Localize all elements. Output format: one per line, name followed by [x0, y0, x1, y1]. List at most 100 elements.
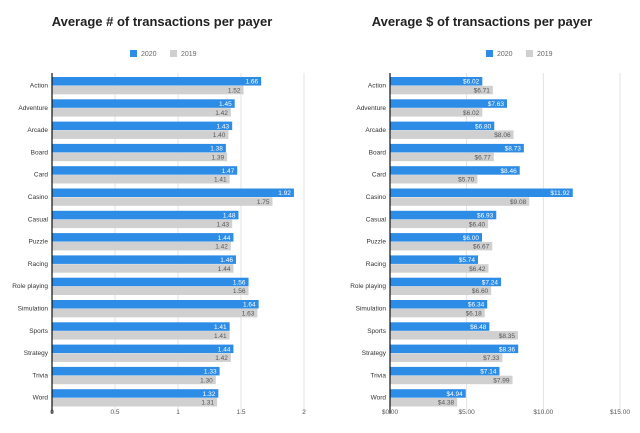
category-label: Puzzle: [366, 239, 386, 246]
data-label-2020: $6.00: [463, 235, 480, 242]
data-label-2020: 1.44: [218, 235, 231, 242]
category-row: Action 1.66 1.52: [30, 77, 262, 95]
category-label: Simulation: [356, 306, 387, 313]
data-label-2019: 1.39: [211, 154, 224, 161]
data-label-2020: 1.44: [218, 346, 231, 353]
data-label-2020: $7.63: [488, 101, 505, 108]
bar-2019: [52, 398, 218, 407]
data-label-2020: $6.93: [477, 213, 494, 220]
category-label: Casual: [366, 216, 387, 223]
bar-2020: [390, 166, 520, 175]
data-label-2020: $8.73: [505, 146, 522, 153]
data-label-2020: $11.92: [550, 190, 570, 197]
bar-2020: [52, 233, 234, 242]
data-label-2019: 1.42: [215, 110, 228, 117]
bar-2019: [390, 175, 478, 184]
category-label: Arcade: [27, 127, 48, 134]
data-label-2019: $6.71: [474, 88, 491, 95]
data-label-2019: 1.30: [200, 377, 213, 384]
category-row: Simulation 1.64 1.63: [18, 300, 259, 318]
category-row: Adventure $7.63 $6.02: [356, 99, 507, 117]
bar-2019: [390, 331, 519, 340]
data-label-2019: 1.41: [214, 177, 227, 184]
bar-2020: [52, 322, 230, 331]
data-label-2020: 1.64: [243, 302, 256, 309]
x-tick-label: 0.5: [110, 409, 119, 416]
bar-2020: [390, 121, 495, 131]
bar-2019: [52, 375, 216, 385]
category-row: Puzzle 1.44 1.42: [28, 233, 234, 251]
bar-2019: [390, 108, 483, 117]
bar-2019: [52, 353, 231, 362]
category-row: Card $8.46 $5.70: [372, 166, 520, 184]
data-label-2020: 1.92: [278, 190, 291, 197]
bar-2020: [52, 344, 234, 354]
bar-2019: [52, 197, 273, 206]
bar-2020: [52, 366, 220, 376]
data-label-2019: 1.42: [215, 355, 228, 362]
bar-2020: [390, 210, 497, 220]
bar-2020: [390, 143, 524, 153]
data-label-2020: 1.43: [217, 123, 230, 130]
legend-swatch-2019: [526, 50, 533, 57]
data-label-2020: 1.33: [204, 369, 217, 376]
x-tick-label: 2: [302, 409, 306, 416]
data-label-2019: $6.60: [472, 288, 489, 295]
category-row: Word $4.94 $4.38: [371, 389, 466, 407]
category-row: Simulation $6.34 $6.18: [356, 300, 488, 318]
data-label-2020: 1.45: [219, 101, 232, 108]
category-label: Adventure: [18, 105, 48, 112]
category-label: Casino: [366, 194, 387, 201]
category-row: Arcade $6.80$8.06: [365, 121, 514, 139]
bar-2020: [52, 255, 236, 264]
data-label-2019: $7.99: [493, 377, 510, 384]
bar-2020: [390, 344, 519, 354]
x-tick-label: 1.5: [236, 409, 245, 416]
category-row: Word 1.32 1.31: [33, 389, 219, 407]
bar-2019: [52, 152, 228, 162]
data-label-2020: $8.46: [500, 168, 517, 175]
data-label-2019: 1.41: [214, 333, 227, 340]
data-label-2020: $7.14: [480, 369, 497, 376]
data-label-2020: $7.24: [482, 279, 499, 286]
bar-2020: [390, 300, 488, 309]
category-row: Role playing 1.56 1.56: [12, 277, 249, 295]
data-label-2019: 1.63: [242, 311, 255, 318]
x-tick-label: $5.00: [459, 409, 476, 416]
x-tick-label: $10.00: [533, 409, 553, 416]
bar-2019: [390, 130, 514, 139]
category-row: Racing $5.74 $6.42: [366, 255, 489, 273]
bar-2019: [52, 85, 244, 95]
bar-2020: [52, 300, 259, 309]
category-row: Casual 1.481.43: [28, 210, 239, 228]
data-label-2019: 1.52: [228, 88, 241, 95]
data-label-2019: $7.33: [483, 355, 500, 362]
bar-2019: [390, 264, 489, 273]
data-label-2020: $6.80: [475, 123, 492, 130]
data-label-2019: 1.56: [233, 288, 246, 295]
bar-2020: [390, 389, 466, 398]
bar-2020: [390, 366, 500, 376]
category-row: Role playing $7.24 $6.60: [350, 277, 502, 295]
bar-2019: [390, 85, 493, 95]
bar-2020: [52, 277, 249, 287]
data-label-2020: 1.56: [233, 279, 246, 286]
bar-2019: [52, 331, 230, 340]
category-label: Strategy: [362, 350, 387, 357]
bar-2020: [52, 143, 226, 153]
data-label-2020: $6.02: [463, 79, 480, 86]
category-label: Trivia: [32, 372, 48, 379]
category-row: Casual $6.93$6.40: [366, 210, 497, 228]
category-row: Casino 1.92 1.75: [28, 188, 294, 206]
bar-2019: [52, 108, 231, 117]
bar-2020: [52, 121, 233, 131]
category-label: Trivia: [370, 372, 386, 379]
bar-2020: [52, 99, 235, 108]
data-label-2019: $6.18: [465, 311, 482, 318]
x-tick-label: $15.00: [610, 409, 630, 416]
data-label-2020: 1.41: [214, 324, 227, 331]
bar-2020: [52, 166, 238, 175]
bar-2019: [52, 286, 249, 295]
category-label: Word: [371, 395, 387, 402]
